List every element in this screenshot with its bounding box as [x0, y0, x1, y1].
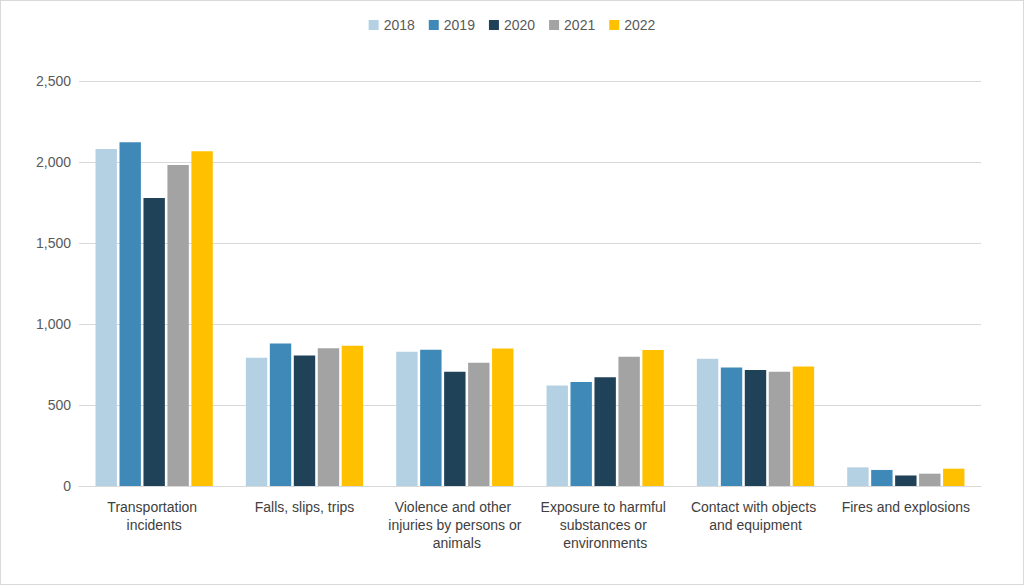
svg-text:500: 500	[48, 397, 72, 413]
svg-text:Violence and other: Violence and other	[395, 499, 515, 515]
svg-text:Falls, slips, trips: Falls, slips, trips	[255, 499, 355, 515]
svg-text:animals: animals	[429, 535, 481, 551]
svg-text:and equipment: and equipment	[709, 517, 802, 533]
svg-text:Transportation: Transportation	[107, 499, 201, 515]
svg-text:1,000: 1,000	[36, 316, 71, 332]
svg-text:2022: 2022	[624, 17, 655, 33]
svg-text:environments: environments	[563, 535, 647, 551]
svg-text:2018: 2018	[384, 17, 415, 33]
svg-text:1,500: 1,500	[36, 235, 71, 251]
svg-text:substances or: substances or	[560, 517, 651, 533]
svg-text:2020: 2020	[504, 17, 535, 33]
svg-text:incidents: incidents	[127, 517, 182, 533]
svg-text:Contact with objects: Contact with objects	[691, 499, 820, 515]
svg-text:0: 0	[63, 478, 71, 494]
svg-text:Exposure to harmful: Exposure to harmful	[541, 499, 670, 515]
svg-text:2,000: 2,000	[36, 154, 71, 170]
svg-text:2,500: 2,500	[36, 73, 71, 89]
svg-text:injuries by persons or: injuries by persons or	[388, 517, 521, 533]
svg-text:2019: 2019	[444, 17, 475, 33]
svg-text:2021: 2021	[564, 17, 595, 33]
svg-text:Fires and explosions: Fires and explosions	[842, 499, 970, 515]
